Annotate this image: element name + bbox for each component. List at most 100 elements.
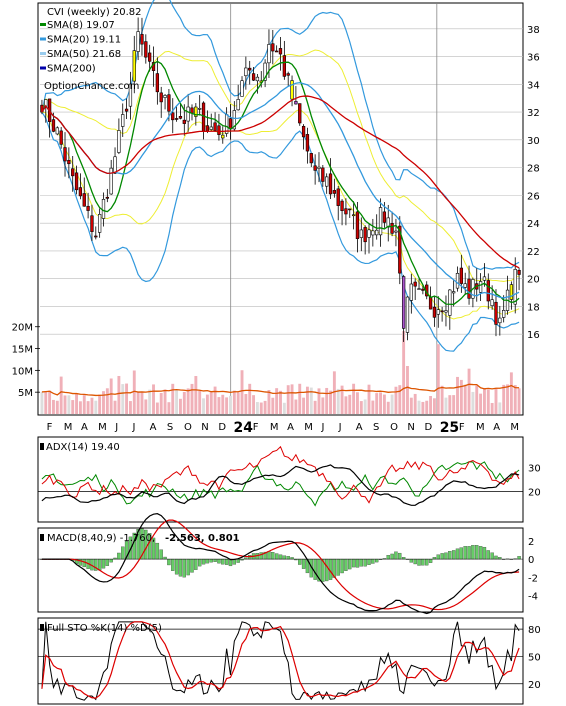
candle-body [101, 199, 106, 219]
volume-bar [175, 389, 179, 414]
volume-bar [117, 375, 121, 414]
volume-bar [486, 389, 490, 414]
candle-body [140, 34, 144, 45]
volume-bar [113, 400, 117, 414]
sto-d-line [41, 621, 520, 699]
macd-histogram-bar [471, 545, 475, 560]
legend-entry: SMA(50) 21.68 [47, 49, 121, 60]
bollinger-upper [41, 0, 520, 271]
panel-tick-label: -4 [528, 591, 538, 602]
candle-body [378, 207, 383, 236]
volume-bar [471, 391, 475, 414]
candle-body [59, 130, 63, 145]
volume-bar [421, 401, 425, 414]
candlesticks [40, 17, 521, 342]
volume-bar [182, 391, 186, 414]
macd-histogram-bar [97, 558, 102, 571]
price-tick-label: 34 [527, 80, 540, 91]
x-tick-label: 25 [440, 420, 459, 436]
candle-body [144, 41, 148, 58]
volume-bar [255, 402, 259, 414]
volume-bar [190, 383, 194, 414]
macd-histogram-bar [213, 558, 217, 562]
volume-bar [125, 383, 129, 414]
volume-bar [356, 392, 359, 414]
volume-bar [52, 399, 55, 414]
candle-body [332, 190, 337, 194]
sma-20-line [41, 82, 520, 299]
candle-body [509, 284, 514, 300]
candle-body [63, 147, 67, 162]
candle-body [209, 126, 213, 130]
volume-bar [244, 394, 248, 414]
candle-body [309, 153, 313, 164]
candle-body [494, 301, 498, 325]
volume-bar [286, 385, 290, 414]
volume-bar [413, 393, 417, 414]
candle-body [244, 67, 248, 77]
x-tick-label: F [459, 422, 465, 433]
volume-bar [155, 402, 159, 414]
volume-bar [440, 385, 444, 414]
candle-body [251, 73, 256, 81]
volume-bar [282, 402, 286, 414]
candle-body [228, 118, 233, 130]
candle-body [432, 306, 437, 318]
macd-histogram-bar [394, 551, 398, 560]
candle-body [90, 215, 94, 232]
x-tick-label: O [184, 422, 192, 433]
candle-body [440, 310, 444, 313]
candle-body [136, 31, 140, 52]
macd-histogram-bar [155, 542, 160, 560]
volume-bar [121, 384, 125, 414]
macd-histogram-bar [490, 552, 494, 560]
candle-body [105, 196, 109, 199]
macd-histogram-bar [478, 546, 483, 560]
volume-bar [167, 402, 171, 414]
volume-bar [78, 401, 82, 414]
x-tick-label: D [425, 422, 433, 433]
volume-bar [136, 392, 140, 414]
macd-histogram-bar [101, 558, 106, 569]
volume-bar [313, 400, 317, 414]
candle-body [121, 114, 125, 127]
x-tick-label: A [287, 422, 294, 433]
volume-bar [209, 391, 213, 414]
x-tick-label: M [64, 422, 73, 433]
volume-bar [44, 391, 48, 414]
volume-bar [375, 393, 379, 414]
volume-bar [340, 385, 344, 414]
macd-title: MACD(8,40,9) -1.760, [47, 533, 155, 544]
candle-body [267, 44, 271, 64]
volume-bar [344, 396, 348, 414]
volume-bar [159, 392, 163, 414]
x-tick-label: J [131, 422, 135, 433]
candle-body [428, 296, 433, 310]
volume-bar [363, 399, 367, 414]
candle-body [486, 280, 490, 302]
volume-bar [479, 393, 483, 414]
volume-bar [348, 394, 352, 414]
candle-body [348, 208, 352, 211]
candle-body [344, 208, 348, 215]
volume-bar [409, 397, 413, 414]
sto-title: Full STO %K(14) %D(5) [47, 623, 162, 634]
watermark: OptionChance.com [44, 81, 139, 92]
macd-histogram-bar [209, 558, 213, 563]
volume-tick-label: 20M [12, 323, 33, 334]
macd-histogram-bar [301, 558, 306, 569]
price-tick-label: 20 [527, 275, 540, 286]
macd-histogram-bar [375, 558, 379, 563]
price-panel: 16 18 20 22 24 26 28 30 32 34 36 38 5M 10M 15M 20M CVI… [12, 0, 540, 416]
candle-body [271, 43, 275, 52]
volume-bar [194, 376, 198, 414]
volume-bar [63, 395, 67, 414]
price-tick-label: 28 [527, 164, 540, 175]
candle-body [298, 103, 302, 124]
volume-bar [475, 385, 479, 414]
candle-body [328, 173, 333, 195]
volume-bar [290, 384, 294, 414]
price-tick-label: 22 [527, 247, 540, 258]
adx-panel: 20 30 ADX(14) 19.40 [37, 436, 541, 523]
volume-bar [71, 400, 75, 414]
